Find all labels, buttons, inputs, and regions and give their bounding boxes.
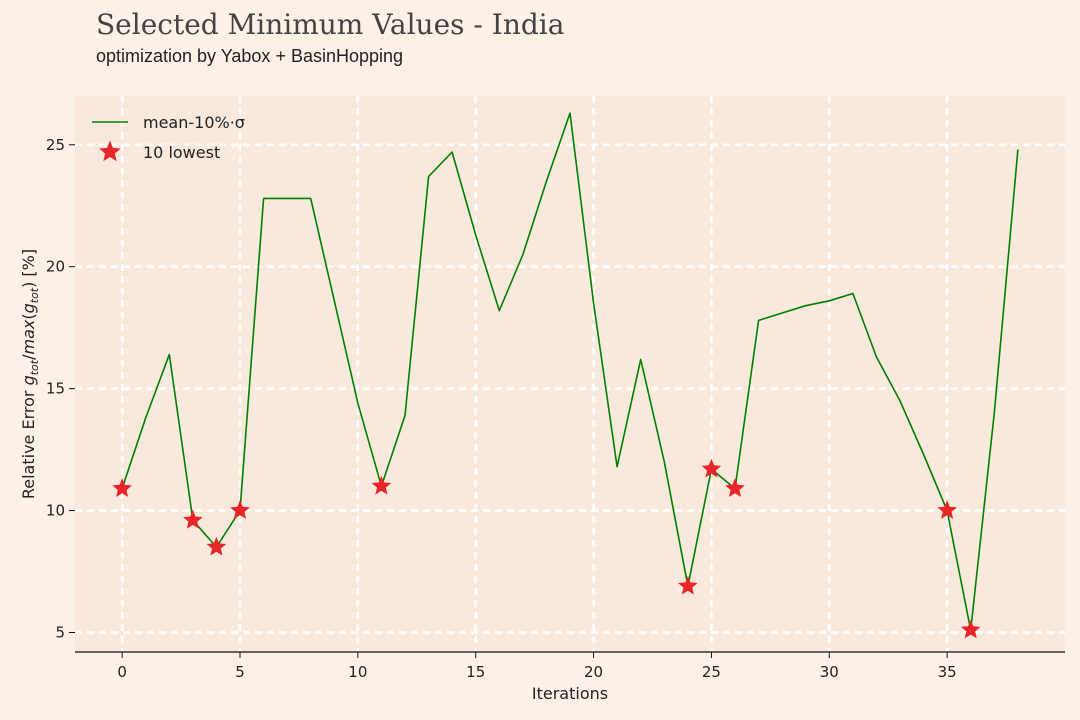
x-tick-label: 30 xyxy=(820,663,839,681)
lowest-marker xyxy=(678,575,698,595)
y-tick-label: 25 xyxy=(46,136,65,154)
lowest-marker xyxy=(725,478,745,497)
markers-layer xyxy=(112,458,981,639)
lowest-marker xyxy=(371,475,392,495)
legend: mean-10%·σ 10 lowest xyxy=(92,113,245,162)
x-tick-label: 0 xyxy=(117,663,127,681)
legend-star-swatch xyxy=(99,140,121,162)
x-axis-label: Iterations xyxy=(532,684,608,703)
x-tick-label: 35 xyxy=(938,663,957,681)
chart-title: Selected Minimum Values - India xyxy=(96,8,565,41)
x-tick-label: 20 xyxy=(584,663,603,681)
plot-area xyxy=(75,96,1065,652)
x-tick-label: 15 xyxy=(466,663,485,681)
lowest-marker xyxy=(206,536,227,556)
y-ticks: 5 10 15 20 25 xyxy=(46,136,75,641)
lowest-marker xyxy=(960,619,981,639)
x-tick-label: 25 xyxy=(702,663,721,681)
y-axis-label: Relative Error gtot/max(gtot) [%] xyxy=(19,249,41,499)
y-tick-label: 5 xyxy=(55,623,65,641)
x-tick-label: 5 xyxy=(235,663,245,681)
chart-subtitle: optimization by Yabox + BasinHopping xyxy=(96,46,404,66)
x-tick-label: 10 xyxy=(348,663,367,681)
grid-lines xyxy=(75,96,1065,652)
series-line xyxy=(121,112,1019,631)
lowest-marker xyxy=(701,458,722,478)
lowest-marker xyxy=(183,509,203,529)
y-tick-label: 15 xyxy=(46,380,65,398)
series-layer xyxy=(121,112,1019,631)
lowest-marker xyxy=(937,500,957,519)
y-tick-label: 20 xyxy=(46,258,65,276)
legend-label-markers: 10 lowest xyxy=(143,143,220,162)
lowest-marker xyxy=(112,478,132,497)
lowest-marker xyxy=(230,500,250,519)
x-ticks: 0 5 10 15 20 25 30 35 xyxy=(117,652,957,681)
legend-label-series: mean-10%·σ xyxy=(143,113,245,132)
y-tick-label: 10 xyxy=(46,502,65,520)
